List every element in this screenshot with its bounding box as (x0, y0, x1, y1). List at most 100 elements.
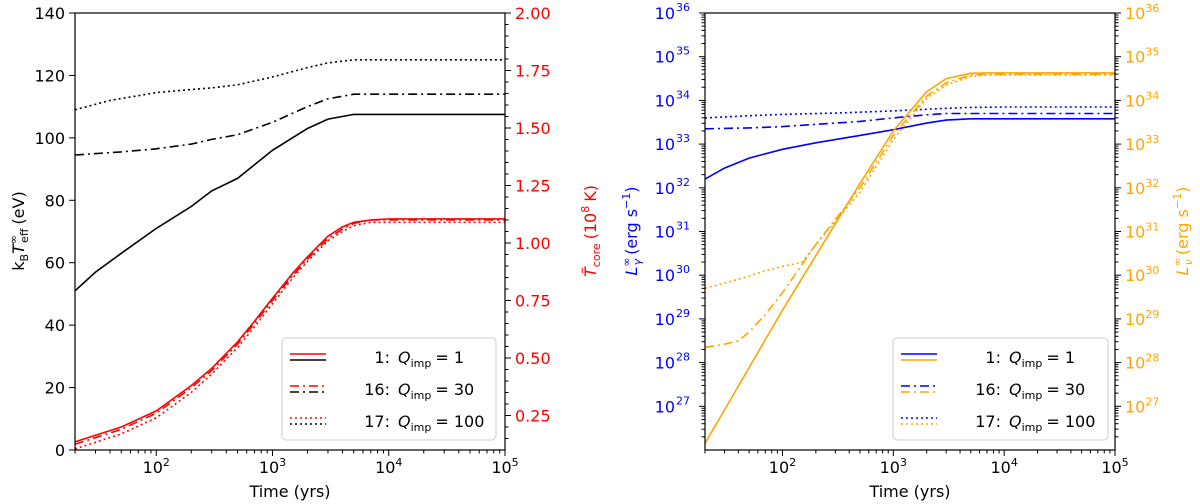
lgamma-tick-exp: 31 (676, 220, 690, 233)
left-y-tick-label: 100 (34, 129, 65, 148)
right-series-line-1 (704, 118, 1115, 180)
core-tick-label: 1.75 (515, 62, 551, 81)
left-chart-lines (74, 58, 505, 450)
legend-label-q: Qimp = 100 (398, 412, 484, 434)
legend-label-q: Qimp = 30 (398, 380, 474, 402)
left-x-tick-base: 10 (491, 458, 511, 477)
lgamma-ylabel-sub: γ (631, 258, 644, 265)
legend-label-num: 17: (364, 412, 390, 431)
lgamma-ylabel-unit-sup: −1 (620, 193, 633, 209)
lnu-tick-base: 10 (1125, 179, 1145, 198)
core-tick-label: 1.25 (515, 177, 551, 196)
right-x-tick-exp: 4 (1011, 456, 1018, 469)
lgamma-tick-label: 10 (655, 354, 675, 373)
left-x-tick-label: 103 (259, 456, 286, 477)
legend-q-sub: imp (1022, 421, 1043, 434)
lnu-tick-base: 10 (1125, 397, 1145, 416)
lnu-tick-label: 1034 (1125, 89, 1159, 110)
lnu-tick-exp: 28 (1145, 352, 1159, 365)
right-x-axis-label: Time (yrs) (868, 482, 950, 501)
left-y-axis-label: kBT∞eff (eV) (7, 191, 31, 270)
lnu-tick-label: 1028 (1125, 352, 1159, 373)
lgamma-tick-label: 10 (655, 266, 675, 285)
lgamma-tick-base: 10 (655, 354, 675, 373)
left-y-tick-label: 0 (55, 441, 65, 460)
left-x-tick-base: 10 (143, 458, 163, 477)
left-ylabel-unit: (eV) (9, 191, 28, 224)
lnu-ylabel-sup: ∞ (1171, 257, 1184, 266)
left-x-tick-label: 105 (491, 456, 518, 477)
legend-q: Q (398, 380, 411, 399)
lgamma-tick-label: 10 (655, 397, 675, 416)
right-y-axis-label: L∞γ (erg s−1) (620, 186, 644, 275)
lgamma-tick-base: 10 (655, 397, 675, 416)
lgamma-tick-label: 10 (655, 310, 675, 329)
lgamma-tick-label: 10 (655, 179, 675, 198)
lnu-tick-exp: 31 (1145, 221, 1159, 234)
legend-label-q: Qimp = 1 (1009, 348, 1075, 370)
core-ylabel-unit-sup: 8 (579, 206, 592, 213)
lgamma-tick-label: 10 (655, 135, 675, 154)
legend-label-q: Qimp = 100 (1009, 412, 1095, 434)
legend-label-q: Qimp = 30 (1009, 380, 1085, 402)
left-x-tick-base: 10 (259, 458, 279, 477)
left-x-tick-base: 10 (375, 458, 395, 477)
lnu-tick-base: 10 (1125, 310, 1145, 329)
core-tick-label: 0.50 (515, 349, 551, 368)
right-x-tick-label: 104 (990, 456, 1017, 477)
core-tick-label: 2.00 (515, 4, 551, 23)
right-series-line-3 (704, 106, 1115, 119)
legend-q-sub: imp (1022, 357, 1043, 370)
lnu-tick-base: 10 (1125, 354, 1145, 373)
lnu-tick-label: 1029 (1125, 308, 1159, 329)
left-y-tick-label: 40 (45, 316, 65, 335)
right-x-tick-base: 10 (990, 458, 1010, 477)
right-x-tick-base: 10 (769, 458, 789, 477)
left-ylabel-T-sub: eff (18, 228, 31, 243)
lgamma-tick-exp: 32 (676, 176, 690, 189)
lgamma-tick-base: 10 (655, 266, 675, 285)
lgamma-tick-exp: 33 (676, 132, 690, 145)
left-series-line-1 (74, 113, 505, 292)
lnu-ylabel-unit-sup: −1 (1171, 193, 1184, 209)
left-y-tick-label: 120 (34, 66, 65, 85)
left-series-line-3 (74, 58, 505, 111)
right-x-tick-exp: 2 (789, 456, 796, 469)
lnu-tick-label: 1030 (1125, 264, 1159, 285)
legend-label-q: Qimp = 1 (398, 348, 464, 370)
left-x-tick-exp: 3 (279, 456, 286, 469)
lnu-tick-base: 10 (1125, 135, 1145, 154)
legend-label-num: 16: (364, 380, 390, 399)
lgamma-ylabel-sup: ∞ (620, 257, 633, 266)
lnu-ylabel-sub: ν (1182, 259, 1195, 265)
right-x-tick-base: 10 (880, 458, 900, 477)
left-y-tick-label: 20 (45, 379, 65, 398)
lgamma-tick-base: 10 (655, 135, 675, 154)
legend-q-sub: imp (411, 389, 432, 402)
left-y-tick-label: 60 (45, 254, 65, 273)
left-legend-box (281, 337, 497, 441)
left-ylabel-T-sup: ∞ (7, 235, 20, 244)
lnu-tick-exp: 27 (1145, 395, 1159, 408)
left-series-line-2 (74, 93, 505, 156)
legend-label-num: 17: (975, 412, 1001, 431)
lnu-tick-label: 1035 (1125, 46, 1159, 67)
lgamma-tick-exp: 28 (676, 351, 690, 364)
lgamma-tick-label: 10 (655, 91, 675, 110)
left-ylabel-T: T (9, 243, 28, 254)
right-x-tick-label: 105 (1101, 456, 1128, 477)
lgamma-tick-base: 10 (655, 179, 675, 198)
left-x-tick-label: 104 (375, 456, 402, 477)
lnu-tick-exp: 29 (1145, 308, 1159, 321)
lnu-tick-label: 1027 (1125, 395, 1159, 416)
left-ylabel-k-sub: B (18, 254, 31, 262)
legend-q: Q (1009, 348, 1022, 367)
legend-q-value: = 30 (1046, 380, 1085, 399)
legend-q-value: = 100 (435, 412, 484, 431)
lgamma-tick-base: 10 (655, 223, 675, 242)
legend-q-sub: imp (1022, 389, 1043, 402)
right-x-tick-base: 10 (1101, 458, 1121, 477)
